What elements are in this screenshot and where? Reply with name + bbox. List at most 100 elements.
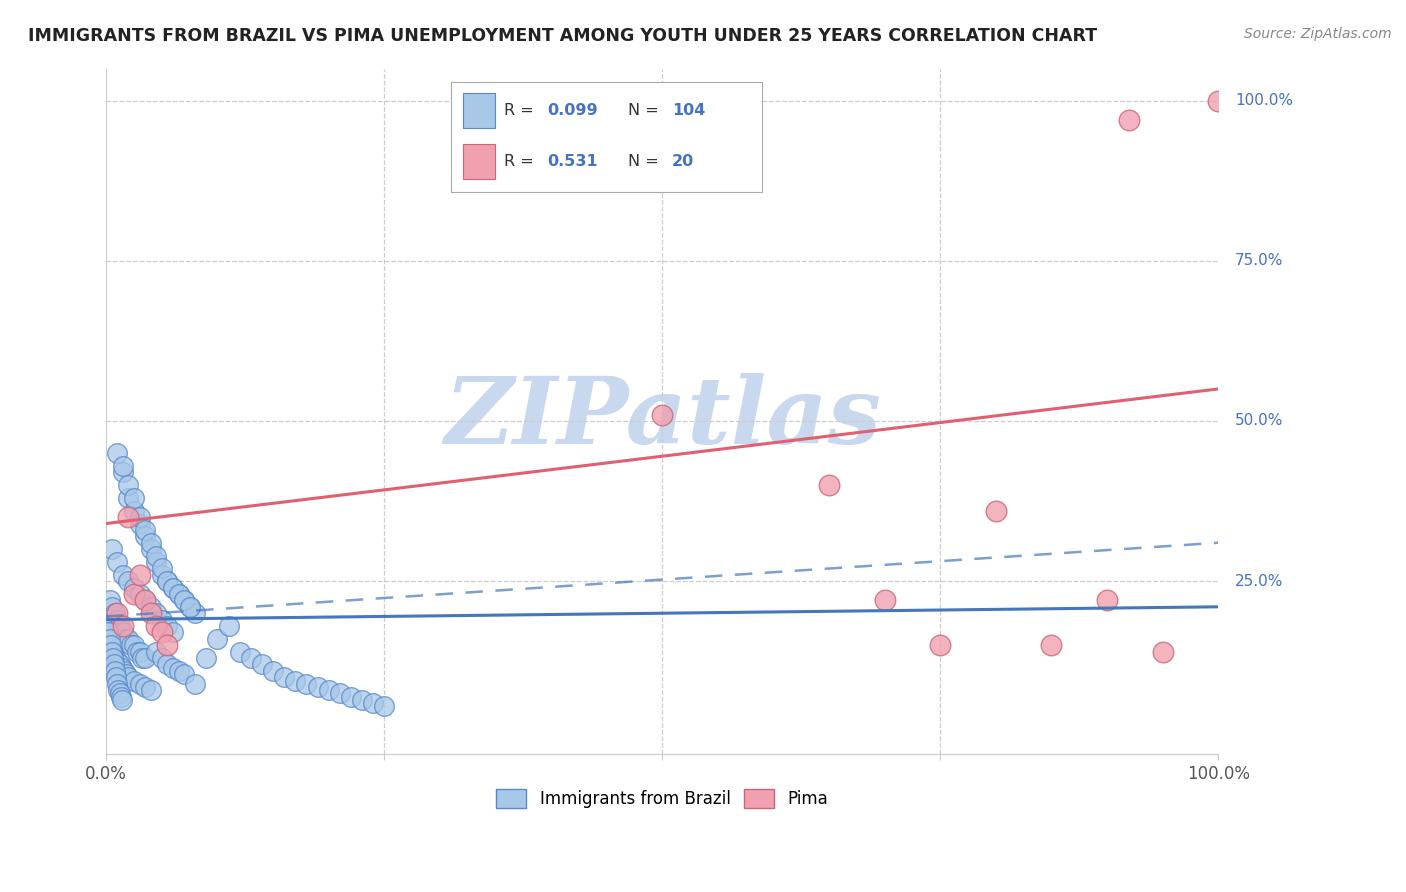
Point — [105, 654, 128, 668]
Point — [134, 593, 156, 607]
Point — [117, 670, 139, 684]
Point — [150, 561, 173, 575]
Point — [117, 491, 139, 505]
Point — [162, 661, 184, 675]
Point — [150, 625, 173, 640]
Point — [105, 613, 128, 627]
Point — [122, 638, 145, 652]
Point — [98, 632, 121, 646]
Point — [139, 542, 162, 557]
Point — [318, 683, 340, 698]
Point — [273, 670, 295, 684]
Point — [115, 667, 138, 681]
Point — [340, 690, 363, 704]
Point — [207, 632, 229, 646]
Point — [156, 574, 179, 589]
Point — [104, 664, 127, 678]
Point — [145, 645, 167, 659]
Point — [1095, 593, 1118, 607]
Point — [97, 625, 120, 640]
Point — [150, 651, 173, 665]
Point — [134, 651, 156, 665]
Point — [1152, 645, 1174, 659]
Point — [139, 535, 162, 549]
Point — [98, 593, 121, 607]
Point — [127, 645, 149, 659]
Point — [156, 638, 179, 652]
Point — [156, 657, 179, 672]
Point — [651, 408, 673, 422]
Point — [818, 478, 841, 492]
Point — [100, 638, 122, 652]
Point — [101, 542, 124, 557]
Point — [128, 676, 150, 690]
Point — [329, 686, 352, 700]
Point — [111, 465, 134, 479]
Point — [284, 673, 307, 688]
Point — [122, 587, 145, 601]
Point — [350, 692, 373, 706]
Point — [184, 606, 207, 620]
Point — [150, 567, 173, 582]
Point — [167, 587, 190, 601]
Point — [117, 574, 139, 589]
Point — [111, 619, 134, 633]
Point — [373, 699, 395, 714]
Point — [139, 606, 162, 620]
Point — [105, 676, 128, 690]
Point — [105, 606, 128, 620]
Point — [179, 599, 201, 614]
Point — [101, 651, 124, 665]
Point — [173, 667, 195, 681]
Text: 75.0%: 75.0% — [1234, 253, 1284, 268]
Point — [218, 619, 240, 633]
Point — [100, 645, 122, 659]
Point — [128, 516, 150, 531]
Point — [173, 593, 195, 607]
Point — [131, 651, 153, 665]
Text: 25.0%: 25.0% — [1234, 574, 1284, 589]
Point — [103, 657, 125, 672]
Point — [167, 664, 190, 678]
Point — [107, 683, 129, 698]
Point — [112, 664, 135, 678]
Point — [115, 632, 138, 646]
Point — [156, 619, 179, 633]
Point — [984, 504, 1007, 518]
Point — [239, 651, 262, 665]
Point — [128, 645, 150, 659]
Point — [122, 504, 145, 518]
Point — [122, 581, 145, 595]
Point — [96, 619, 118, 633]
Point — [128, 567, 150, 582]
Point — [128, 587, 150, 601]
Point — [101, 599, 124, 614]
Point — [295, 676, 318, 690]
Point — [262, 664, 284, 678]
Point — [108, 686, 131, 700]
Point — [162, 625, 184, 640]
Point — [145, 619, 167, 633]
Point — [873, 593, 896, 607]
Point — [134, 523, 156, 537]
Text: ZIPatlas: ZIPatlas — [444, 373, 880, 463]
Point — [156, 574, 179, 589]
Point — [173, 593, 195, 607]
Point — [167, 587, 190, 601]
Point — [145, 555, 167, 569]
Point — [250, 657, 273, 672]
Point — [1206, 94, 1229, 108]
Point — [1118, 112, 1140, 127]
Point — [111, 661, 134, 675]
Point — [162, 581, 184, 595]
Point — [104, 606, 127, 620]
Point — [228, 645, 250, 659]
Point — [134, 593, 156, 607]
Point — [162, 581, 184, 595]
Text: 50.0%: 50.0% — [1234, 414, 1284, 428]
Point — [145, 606, 167, 620]
Point — [139, 683, 162, 698]
Legend: Immigrants from Brazil, Pima: Immigrants from Brazil, Pima — [489, 782, 835, 814]
Point — [105, 446, 128, 460]
Point — [361, 696, 384, 710]
